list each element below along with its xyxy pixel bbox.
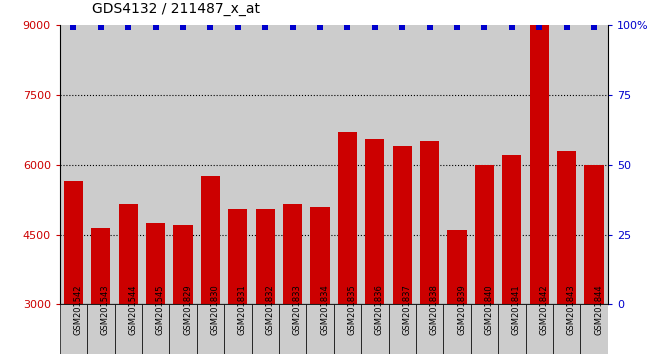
Bar (91, 228, 111, 304)
Text: GSM201543: GSM201543 (101, 285, 110, 335)
Text: GSM201841: GSM201841 (512, 285, 521, 335)
Bar (174, 225, 192, 304)
Bar (283, 204, 302, 304)
Text: GDS4132 / 211487_x_at: GDS4132 / 211487_x_at (92, 2, 260, 16)
Bar (252, 304, 279, 354)
Point (452, 24, 462, 30)
Bar (197, 304, 224, 354)
Bar (498, 304, 526, 354)
Bar (64, 181, 83, 304)
Point (534, 24, 545, 30)
Point (589, 24, 599, 30)
Bar (119, 204, 138, 304)
Bar (443, 304, 471, 354)
Point (343, 24, 353, 30)
Point (370, 24, 380, 30)
Text: GSM201834: GSM201834 (320, 285, 329, 335)
Text: GSM201544: GSM201544 (128, 285, 137, 335)
Text: GSM201831: GSM201831 (238, 285, 247, 335)
Bar (114, 304, 142, 354)
Point (233, 24, 243, 30)
Text: GSM201840: GSM201840 (484, 285, 493, 335)
Text: GSM201844: GSM201844 (594, 285, 603, 335)
Bar (475, 165, 494, 304)
Point (424, 24, 435, 30)
Bar (365, 139, 384, 304)
Bar (389, 304, 416, 354)
Bar (584, 165, 604, 304)
Bar (228, 209, 248, 304)
Point (287, 24, 298, 30)
Text: GSM201832: GSM201832 (265, 285, 274, 335)
Bar (255, 209, 275, 304)
Bar (279, 304, 306, 354)
Bar (502, 155, 521, 304)
Point (562, 24, 572, 30)
Bar (334, 304, 361, 354)
Text: GSM201542: GSM201542 (73, 285, 83, 335)
Point (479, 24, 489, 30)
Text: GSM201833: GSM201833 (292, 285, 302, 335)
Text: GSM201545: GSM201545 (156, 285, 164, 335)
Bar (201, 176, 220, 304)
Text: GSM201837: GSM201837 (402, 285, 411, 335)
Bar (580, 304, 608, 354)
Text: GSM201839: GSM201839 (457, 285, 466, 335)
Text: GSM201836: GSM201836 (375, 285, 384, 335)
Bar (87, 304, 114, 354)
Point (315, 24, 325, 30)
Bar (306, 304, 334, 354)
Text: GSM201838: GSM201838 (430, 285, 439, 335)
Bar (142, 304, 170, 354)
Bar (420, 141, 439, 304)
Bar (530, 25, 549, 304)
Bar (471, 304, 498, 354)
Point (260, 24, 270, 30)
Bar (338, 132, 357, 304)
Text: GSM201835: GSM201835 (348, 285, 356, 335)
Bar (447, 230, 467, 304)
Bar (416, 304, 443, 354)
Bar (557, 151, 577, 304)
Point (96, 24, 106, 30)
Bar (224, 304, 252, 354)
Bar (526, 304, 553, 354)
Bar (553, 304, 580, 354)
Text: GSM201843: GSM201843 (567, 285, 576, 335)
Text: GSM201842: GSM201842 (540, 285, 548, 335)
Text: GSM201829: GSM201829 (183, 285, 192, 335)
Text: GSM201830: GSM201830 (211, 285, 220, 335)
Point (205, 24, 216, 30)
Point (397, 24, 408, 30)
Bar (393, 146, 412, 304)
Point (506, 24, 517, 30)
Point (123, 24, 133, 30)
Point (178, 24, 188, 30)
Bar (361, 304, 389, 354)
Bar (170, 304, 197, 354)
Bar (146, 223, 165, 304)
Point (151, 24, 161, 30)
Point (68, 24, 79, 30)
Bar (60, 304, 87, 354)
Bar (311, 206, 330, 304)
